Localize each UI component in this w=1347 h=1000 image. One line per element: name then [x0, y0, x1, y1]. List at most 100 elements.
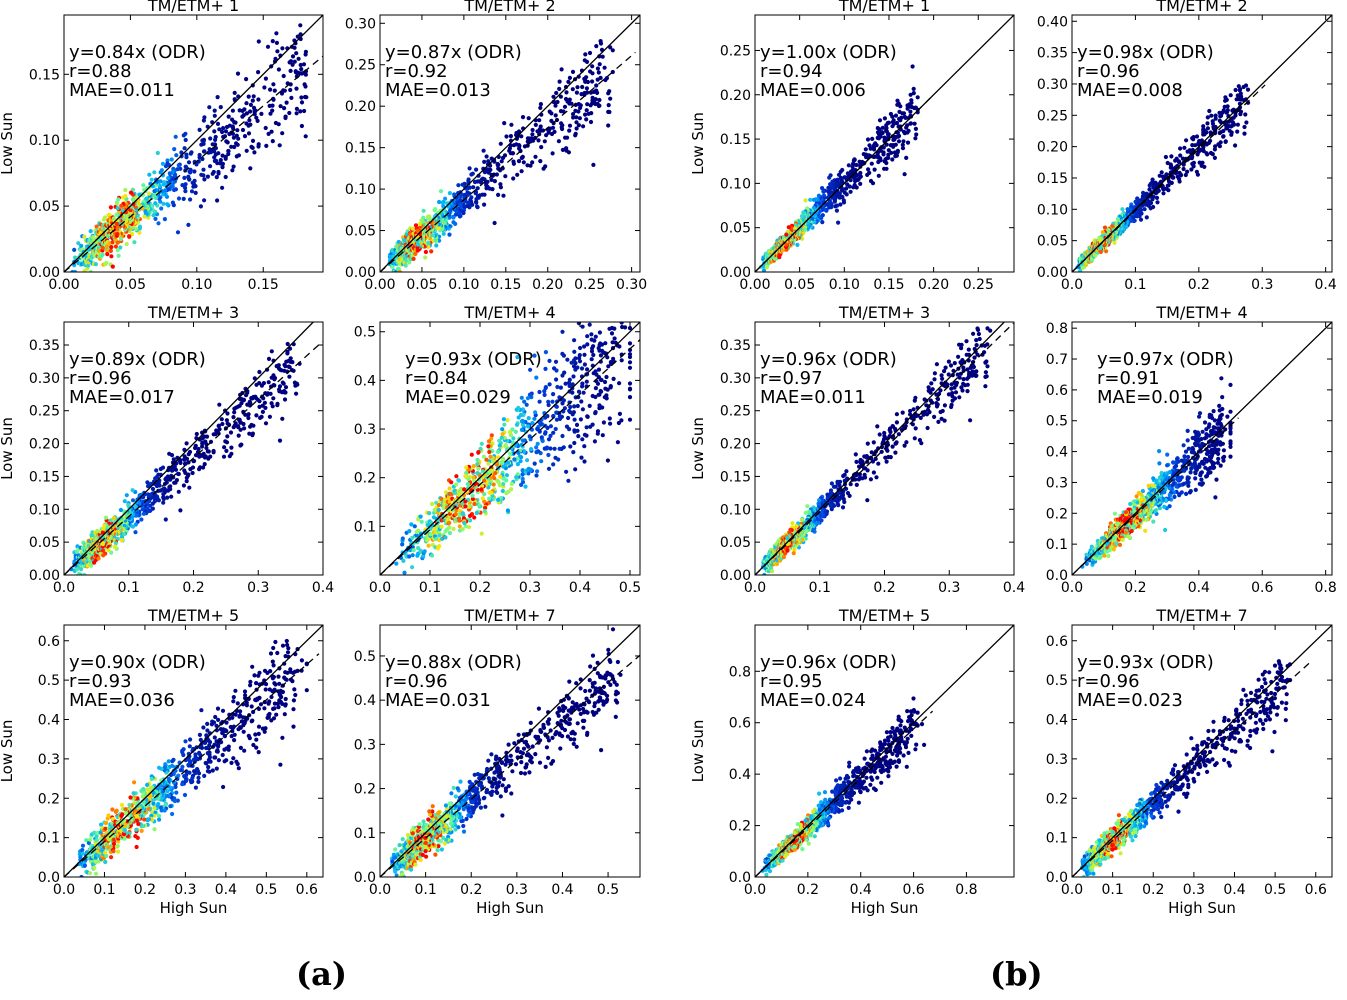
- data-point: [262, 400, 267, 405]
- data-point: [576, 389, 582, 394]
- data-point: [606, 364, 611, 369]
- data-point: [201, 465, 206, 470]
- data-point: [526, 116, 531, 121]
- data-point: [158, 805, 163, 810]
- data-point: [258, 415, 263, 420]
- data-point: [224, 124, 230, 130]
- data-point: [142, 214, 147, 219]
- data-point: [75, 544, 80, 549]
- data-point: [574, 120, 579, 125]
- data-point: [235, 71, 241, 76]
- data-point: [205, 721, 210, 727]
- data-point: [186, 452, 191, 457]
- data-point: [482, 492, 487, 497]
- data-point: [530, 127, 535, 133]
- data-point: [270, 659, 275, 664]
- data-point: [182, 461, 188, 466]
- data-point: [296, 56, 301, 61]
- data-point: [114, 808, 119, 813]
- data-point: [304, 688, 309, 693]
- data-point: [277, 438, 283, 443]
- data-point: [299, 100, 305, 105]
- axes-frame: [63, 14, 324, 273]
- data-point: [532, 461, 537, 466]
- data-point: [532, 416, 537, 421]
- data-point: [611, 304, 615, 308]
- data-point: [277, 384, 283, 389]
- data-point: [132, 801, 137, 806]
- data-point: [271, 645, 276, 651]
- data-point: [158, 170, 163, 175]
- data-point: [212, 108, 217, 113]
- data-point: [221, 784, 226, 790]
- data-point: [500, 155, 506, 160]
- data-point: [184, 441, 189, 446]
- data-point: [549, 761, 554, 766]
- data-point: [183, 164, 188, 169]
- data-point: [229, 445, 234, 450]
- data-point: [277, 387, 282, 392]
- data-point: [479, 441, 484, 446]
- data-point: [582, 362, 588, 367]
- data-point: [187, 485, 192, 490]
- data-point: [566, 478, 571, 483]
- data-point: [193, 752, 198, 757]
- data-point: [217, 427, 222, 432]
- data-point: [276, 67, 281, 72]
- data-point: [183, 739, 188, 744]
- data-point: [503, 762, 508, 767]
- data-point: [147, 172, 152, 177]
- data-point: [287, 60, 292, 65]
- mae-annotation: MAE=0.029: [405, 387, 511, 408]
- data-point: [461, 512, 466, 518]
- data-point: [118, 507, 123, 513]
- data-point: [606, 647, 611, 653]
- data-point: [170, 200, 175, 205]
- data-point: [586, 111, 591, 116]
- data-point: [595, 660, 600, 666]
- data-point: [598, 388, 603, 394]
- reference-lines: [64, 625, 323, 877]
- data-point: [580, 718, 586, 724]
- data-point: [231, 756, 236, 761]
- data-point: [429, 249, 434, 254]
- data-point: [171, 457, 176, 462]
- data-point: [508, 134, 513, 139]
- data-point: [254, 681, 259, 686]
- data-point: [499, 159, 504, 164]
- data-point: [154, 177, 159, 182]
- data-point: [154, 468, 159, 473]
- data-point: [591, 162, 596, 167]
- data-point: [119, 203, 124, 208]
- data-point: [188, 151, 193, 156]
- data-point: [588, 103, 593, 108]
- data-point: [551, 94, 556, 99]
- data-point: [584, 108, 589, 113]
- data-point: [258, 702, 264, 707]
- data-point: [221, 454, 227, 459]
- data-point: [223, 174, 228, 180]
- x-tick-label: 0.05: [115, 277, 146, 293]
- data-point: [179, 154, 184, 159]
- slope-annotation: y=0.93x (ODR): [405, 349, 542, 370]
- data-point: [603, 673, 608, 678]
- x-tick-label: 0.15: [248, 277, 279, 293]
- data-point: [584, 379, 589, 384]
- data-point: [551, 392, 556, 397]
- data-point: [511, 143, 516, 148]
- data-point: [224, 448, 229, 453]
- data-point: [583, 52, 588, 57]
- data-point: [132, 240, 137, 245]
- data-point: [220, 708, 226, 713]
- one-to-one-line: [380, 322, 640, 575]
- data-point: [521, 422, 526, 427]
- data-point: [187, 169, 192, 174]
- data-point: [226, 114, 231, 119]
- data-point: [215, 743, 220, 749]
- data-point: [283, 696, 288, 702]
- data-point: [84, 838, 89, 843]
- data-point: [130, 197, 135, 202]
- data-point: [519, 169, 524, 174]
- data-point: [514, 407, 519, 412]
- data-point: [123, 807, 128, 812]
